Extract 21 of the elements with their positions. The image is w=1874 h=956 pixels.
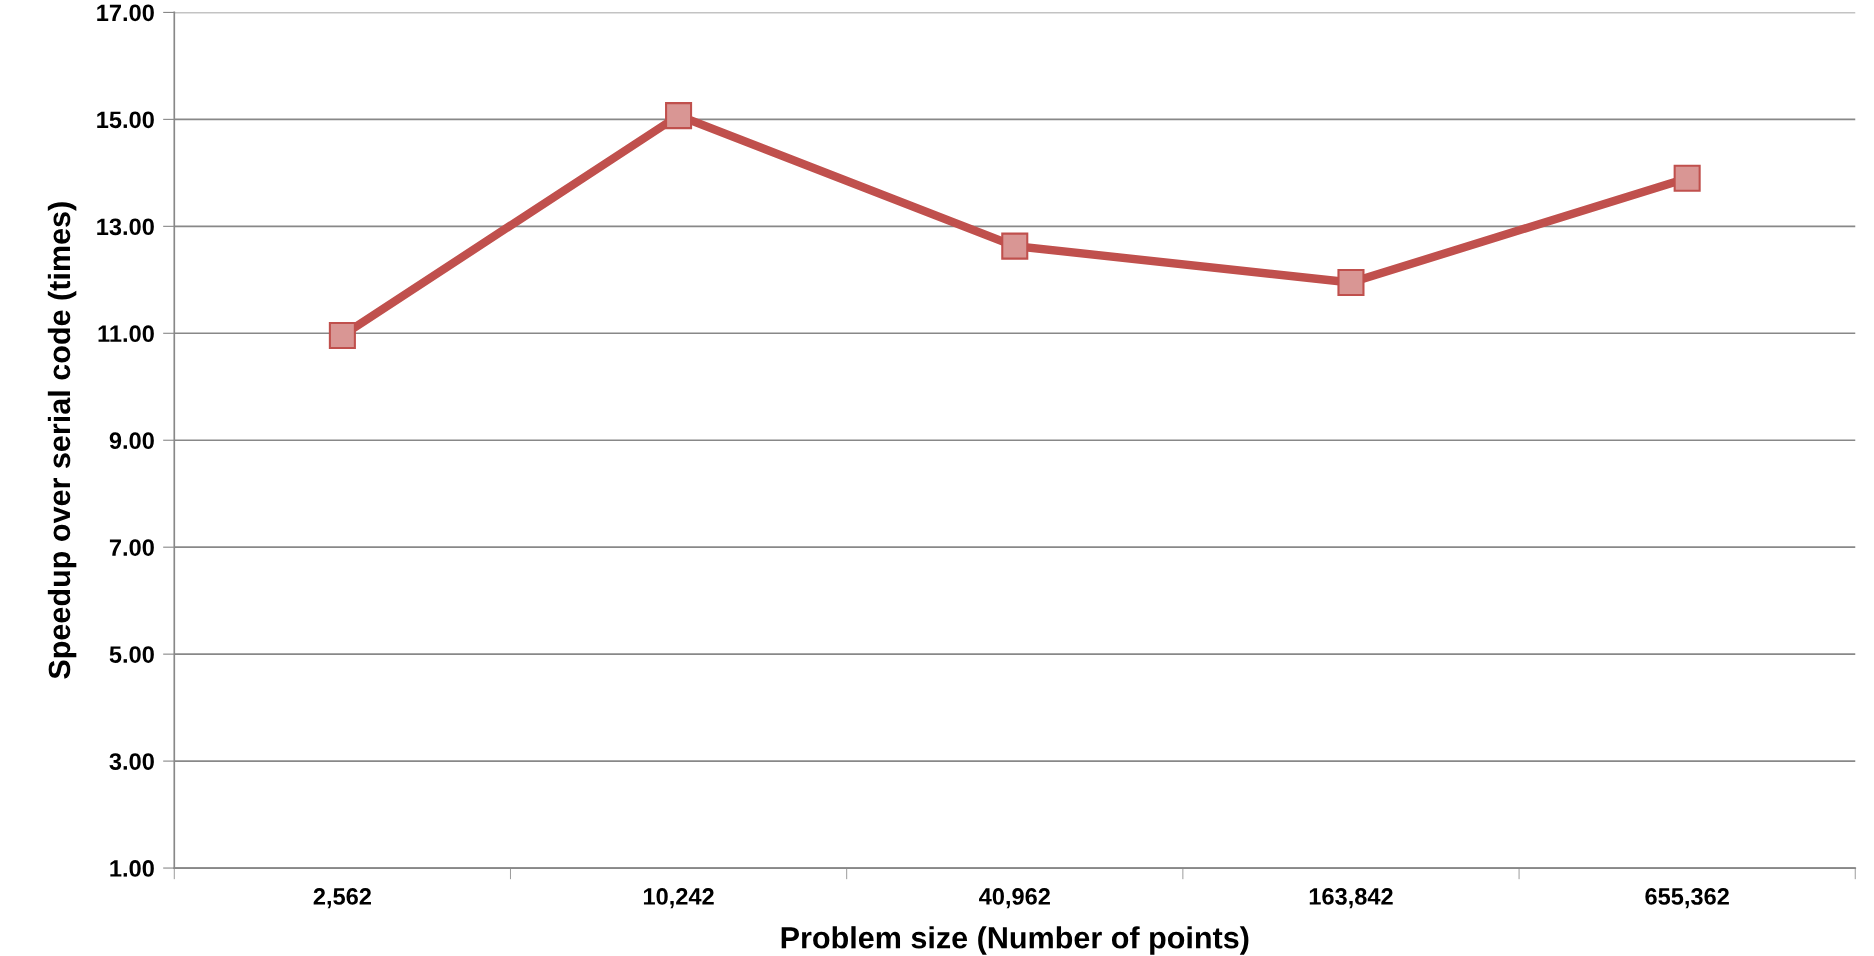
- x-tick-label: 2,562: [313, 888, 371, 909]
- x-axis-title: Problem size (Number of points): [781, 926, 1249, 955]
- x-tick-label: 163,842: [1309, 888, 1393, 909]
- x-tick-label: 10,242: [643, 888, 714, 909]
- y-tick-label: 15.00: [97, 111, 154, 129]
- point: [328, 321, 356, 349]
- y-tick-label: 1.00: [110, 860, 154, 877]
- x-tick-label: 655,362: [1645, 888, 1729, 909]
- y-tick-label: 13.00: [97, 218, 154, 236]
- y-axis-title: Speedup over serial code (times): [47, 202, 77, 679]
- y-tick-label: 17.00: [97, 4, 154, 22]
- point: [1001, 232, 1029, 260]
- point: [1337, 268, 1365, 297]
- x-tick-label: 40,962: [979, 888, 1050, 909]
- y-tick-label: 9.00: [109, 432, 154, 450]
- y-tick-label: 7.00: [109, 539, 154, 556]
- point: [1673, 164, 1701, 192]
- point: [665, 102, 693, 130]
- y-tick-label: 3.00: [109, 753, 154, 770]
- y-tick-label: 5.00: [109, 646, 154, 663]
- y-tick-label: 11.00: [98, 325, 154, 343]
